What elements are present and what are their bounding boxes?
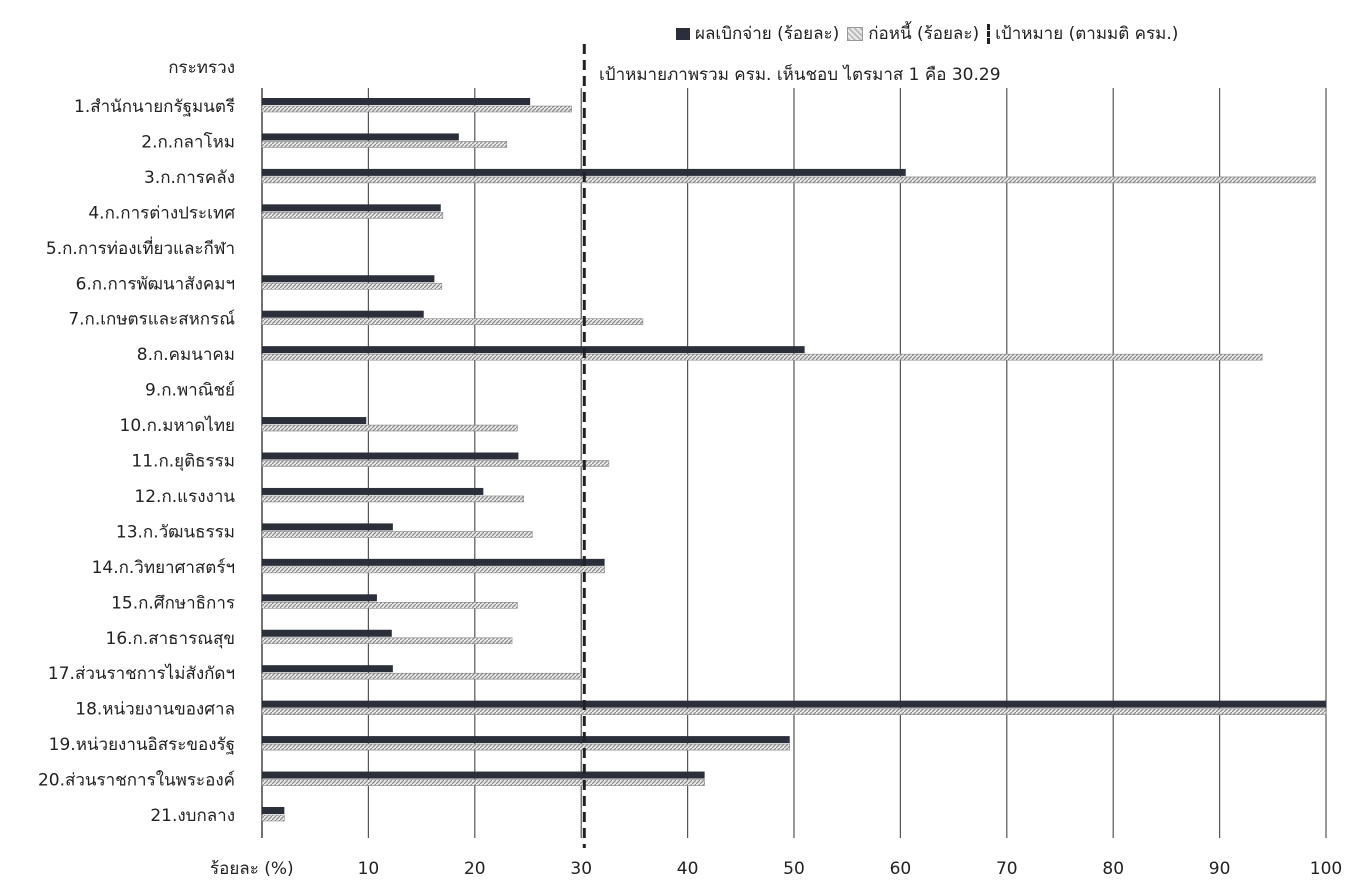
x-tick-label: 30: [570, 859, 592, 879]
bar-commitment: [261, 743, 791, 751]
category-label: 10.ก.มหาดไทย: [120, 415, 235, 436]
bar-disbursement: [262, 98, 531, 105]
legend-label-commitment: ก่อหนี้ (ร้อยละ): [868, 24, 980, 44]
category-label: 14.ก.วิทยาศาสตร์ฯ: [92, 558, 235, 578]
bar-commitment: [261, 566, 605, 574]
bar-disbursement: [262, 275, 435, 283]
category-header: กระทรวง: [168, 58, 235, 78]
category-label: 3.ก.การคลัง: [144, 168, 235, 188]
category-label: 7.ก.เกษตรและสหกรณ์: [68, 310, 235, 330]
legend: ผลเบิกจ่าย (ร้อยละ) ก่อหนี้ (ร้อยละ) เป้…: [676, 20, 1178, 47]
category-labels: 1.สำนักนายกรัฐมนตรี 2.ก.กลาโหม 3.ก.การคลัง…: [38, 97, 235, 826]
legend-swatch-hatched: [847, 26, 864, 41]
category-label: 6.ก.การพัฒนาสังคมฯ: [76, 274, 235, 294]
bar-disbursement: [262, 736, 790, 744]
bar-commitment: [261, 176, 1316, 184]
bar-commitment: [261, 212, 444, 219]
target-annotation: เป้าหมายภาพรวม ครม. เห็นชอบ ไตรมาส 1 คือ…: [599, 63, 1001, 85]
bar-commitment: [261, 141, 508, 148]
bar-commitment: [261, 460, 610, 467]
category-label: 19.หน่วยงานอิสระของรัฐ: [49, 735, 235, 755]
bar-disbursement: [262, 310, 424, 318]
bar-commitment: [261, 637, 513, 645]
bar-commitment: [261, 353, 1263, 361]
legend-swatch-dashed: [987, 23, 991, 44]
x-tick-label: 40: [677, 859, 699, 879]
category-label: 8.ก.คมนาคม: [137, 345, 235, 365]
bar-disbursement: [262, 346, 805, 354]
x-tick-label: 50: [783, 859, 805, 879]
bar-commitment: [261, 814, 285, 822]
legend-item-disbursement: ผลเบิกจ่าย (ร้อยละ): [676, 20, 839, 47]
bar-disbursement: [262, 133, 459, 141]
x-axis-label: ร้อยละ (%): [210, 859, 294, 879]
x-tick-label: 90: [1209, 859, 1231, 879]
legend-label-disbursement: ผลเบิกจ่าย (ร้อยละ): [695, 24, 840, 44]
legend-swatch-dark: [676, 27, 690, 40]
bar-commitment: [261, 318, 644, 326]
bar-commitment: [261, 779, 705, 786]
bar-disbursement: [262, 665, 393, 673]
legend-item-commitment: ก่อหนี้ (ร้อยละ): [847, 20, 979, 47]
bar-commitment: [261, 601, 518, 609]
category-label: 17.ส่วนราชการไม่สังกัดฯ: [48, 663, 235, 684]
category-label: 13.ก.วัฒนธรรม: [116, 522, 235, 542]
category-label: 4.ก.การต่างประเทศ: [88, 203, 235, 223]
category-label: 9.ก.พาณิชย์: [145, 381, 235, 401]
bar-disbursement: [262, 558, 605, 566]
x-tick-label: 10: [358, 859, 380, 879]
x-tick-label: 80: [1102, 859, 1124, 879]
bar-commitment: [261, 282, 443, 290]
bar-commitment: [261, 105, 572, 113]
x-tick-label: 60: [890, 859, 912, 879]
bar-disbursement: [262, 204, 441, 212]
x-tick-label: 70: [996, 859, 1018, 879]
category-label: 15.ก.ศึกษาธิการ: [111, 593, 235, 613]
category-label: 18.หน่วยงานของศาล: [75, 700, 235, 720]
category-label: 20.ส่วนราชการในพระองค์: [38, 770, 235, 791]
category-label: 5.ก.การท่องเที่ยวและกีฬา: [46, 236, 235, 259]
category-label: 12.ก.แรงงาน: [134, 487, 235, 507]
x-tick-labels: 10 20 30 40 50 60 70 80 90 100: [358, 859, 1343, 879]
bar-commitment: [261, 424, 518, 432]
category-label: 11.ก.ยุติธรรม: [131, 452, 235, 472]
category-label: 2.ก.กลาโหม: [141, 131, 235, 152]
bar-disbursement: [262, 700, 1326, 708]
bar-commitment: [261, 495, 525, 503]
category-label: 16.ก.สาธารณสุข: [106, 629, 235, 649]
bar-disbursement: [262, 629, 392, 637]
bar-disbursement: [262, 417, 367, 425]
bar-commitment: [261, 708, 1327, 715]
bar-disbursement: [262, 807, 285, 814]
category-label: 1.สำนักนายกรัฐมนตรี: [74, 97, 235, 117]
bar-disbursement: [262, 771, 705, 779]
bars: [261, 98, 1327, 822]
bar-disbursement: [262, 487, 484, 495]
legend-item-target: เป้าหมาย (ตามมติ ครม.): [987, 20, 1178, 47]
x-tick-label: 100: [1310, 859, 1342, 879]
category-label: 21.งบกลาง: [150, 806, 235, 826]
bar-disbursement: [262, 523, 393, 531]
bar-disbursement: [262, 452, 519, 460]
bar-commitment: [261, 531, 533, 538]
bar-commitment: [261, 672, 582, 680]
bar-disbursement: [262, 594, 377, 602]
legend-label-target: เป้าหมาย (ตามมติ ครม.): [995, 24, 1179, 44]
x-tick-label: 20: [464, 859, 486, 879]
